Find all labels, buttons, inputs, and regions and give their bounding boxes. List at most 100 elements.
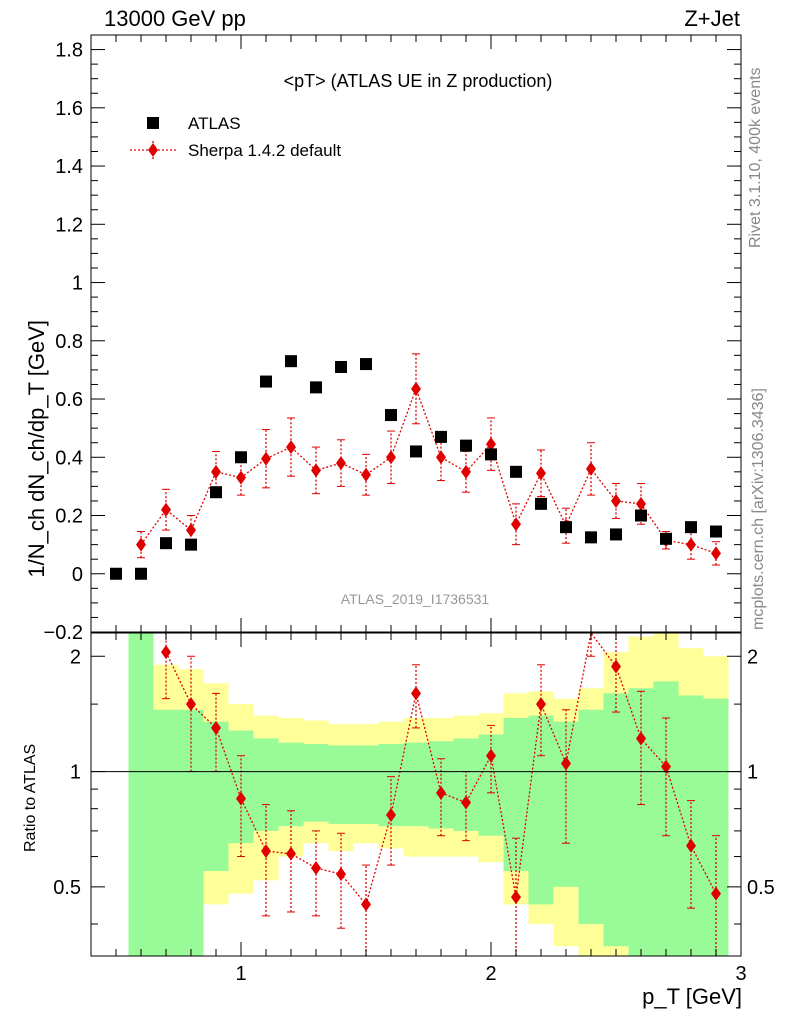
atlas-data-point: [285, 355, 297, 368]
sherpa-main-marker: [386, 450, 396, 465]
sherpa-ratio-marker: [711, 886, 721, 901]
inner-band-segment: [253, 738, 279, 831]
sherpa-ratio-marker: [386, 808, 396, 823]
atlas-data-point: [160, 537, 172, 550]
legend-atlas-label: ATLAS: [188, 114, 241, 133]
atlas-data-point: [410, 445, 422, 458]
sherpa-ratio-marker: [636, 731, 646, 746]
sherpa-ratio-marker: [436, 785, 446, 800]
ratio-y-tick-label: 2: [70, 646, 81, 668]
main-y-tick-label: 1.6: [55, 98, 83, 120]
inner-band-segment: [453, 738, 479, 831]
sherpa-ratio-marker: [661, 759, 671, 774]
legend-sherpa-label: Sherpa 1.4.2 default: [188, 141, 341, 160]
main-y-tick-label: 0.2: [55, 506, 83, 528]
inner-band-segment: [328, 745, 354, 824]
sherpa-ratio-line: [165, 631, 717, 906]
x-tick-label: 1: [235, 963, 246, 985]
sherpa-ratio-marker: [361, 897, 371, 912]
ratio-uncertainty-bands: [128, 633, 729, 956]
inner-band-segment: [128, 633, 154, 956]
sherpa-main-marker: [511, 517, 521, 532]
sherpa-main-marker: [186, 523, 196, 538]
inner-band-segment: [153, 709, 179, 956]
x-tick-label: 3: [735, 963, 746, 985]
x-axis-label: p_T [GeV]: [642, 984, 742, 1009]
atlas-data-point: [460, 439, 472, 452]
main-y-tick-label: 1.2: [55, 214, 83, 236]
atlas-data-point: [510, 465, 522, 478]
main-y-tick-label: 0.4: [55, 447, 83, 469]
atlas-data-point: [385, 409, 397, 422]
atlas-data-point: [360, 358, 372, 371]
atlas-data-point: [260, 375, 272, 388]
sherpa-ratio-marker: [461, 795, 471, 810]
inner-band-segment: [203, 721, 229, 872]
sherpa-ratio-marker: [611, 659, 621, 674]
sherpa-main-marker: [161, 502, 171, 517]
atlas-data-point: [335, 360, 347, 373]
ratio-y-tick-label-right: 0.5: [747, 877, 775, 899]
ratio-y-tick-label: 1: [70, 762, 81, 784]
ratio-y-tick-label-right: 2: [747, 646, 758, 668]
inner-band-segment: [353, 745, 379, 824]
sherpa-main-marker: [311, 463, 321, 478]
atlas-data-point: [235, 451, 247, 464]
sherpa-ratio-marker: [686, 838, 696, 853]
inner-band-segment: [528, 715, 554, 905]
sherpa-ratio-marker: [236, 791, 246, 806]
main-y-tick-label: 1.8: [55, 40, 83, 62]
sherpa-main-marker: [486, 437, 496, 452]
legend-sherpa-marker: [148, 143, 158, 157]
sherpa-main-marker: [286, 440, 296, 455]
main-y-tick-label: 0.8: [55, 331, 83, 353]
atlas-data-point: [110, 567, 122, 580]
sherpa-main-marker: [211, 464, 221, 479]
sherpa-ratio-marker: [411, 686, 421, 701]
sherpa-main-marker: [236, 470, 246, 485]
main-y-tick-label: 0.6: [55, 389, 83, 411]
atlas-data-point: [560, 521, 572, 534]
header-left-label: 13000 GeV pp: [104, 6, 246, 31]
sherpa-ratio-marker: [511, 890, 521, 905]
sherpa-ratio-marker: [211, 720, 221, 735]
sherpa-ratio-marker: [536, 697, 546, 712]
main-y-tick-label: 1: [72, 273, 83, 295]
legend: ATLAS Sherpa 1.4.2 default: [130, 114, 341, 160]
ratio-y-tick-label-right: 1: [747, 762, 758, 784]
atlas-data-point: [660, 532, 672, 545]
sherpa-main-marker: [711, 546, 721, 561]
main-y-tick-label: −0.2: [44, 622, 83, 644]
inner-band-segment: [503, 717, 529, 872]
legend-atlas-marker: [147, 117, 159, 129]
sherpa-main-marker: [461, 464, 471, 479]
atlas-data-point: [685, 521, 697, 534]
sherpa-ratio-marker: [311, 861, 321, 876]
main-y-tick-label: 1.4: [55, 156, 83, 178]
sherpa-ratio-marker: [261, 844, 271, 859]
sherpa-ratio-marker: [561, 756, 571, 771]
sherpa-ratio-marker: [186, 697, 196, 712]
inner-band-segment: [578, 709, 604, 924]
inner-band-segment: [678, 695, 704, 956]
atlas-data-point: [210, 486, 222, 499]
atlas-data-point: [485, 448, 497, 461]
atlas-data-point: [135, 567, 147, 580]
atlas-data-point: [535, 497, 547, 510]
chart-title: <pT> (ATLAS UE in Z production): [284, 71, 553, 91]
x-tick-label: 2: [485, 963, 496, 985]
atlas-data-point: [435, 430, 447, 443]
sherpa-ratio-marker: [336, 867, 346, 882]
inner-band-segment: [603, 693, 629, 947]
atlas-data-point: [310, 381, 322, 394]
sherpa-main-marker: [586, 461, 596, 476]
sherpa-main-line: [140, 386, 717, 554]
sherpa-main-marker: [436, 450, 446, 465]
atlas-data-point: [585, 531, 597, 544]
header-right-label: Z+Jet: [684, 6, 740, 31]
atlas-data-point: [185, 538, 197, 551]
inner-band-segment: [303, 744, 329, 822]
sherpa-main-marker: [336, 456, 346, 471]
sherpa-main-marker: [636, 496, 646, 511]
